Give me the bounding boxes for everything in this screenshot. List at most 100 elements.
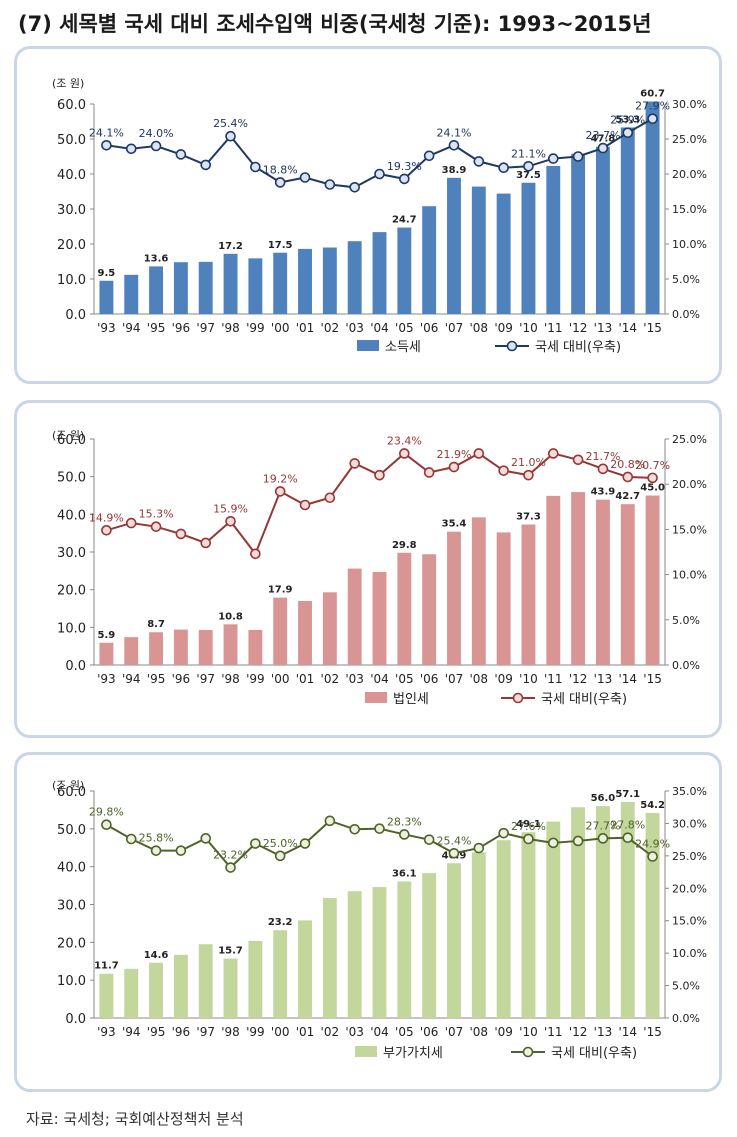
x-tick-label: '00 xyxy=(271,321,290,335)
bar xyxy=(620,801,635,1018)
x-tick-label: '03 xyxy=(345,1025,364,1039)
ratio-point xyxy=(175,528,187,540)
x-tick-label: '01 xyxy=(296,1025,315,1039)
x-tick-label: '96 xyxy=(172,321,191,335)
bar-value-label: 14.6 xyxy=(144,950,169,961)
ratio-value-label: 27.6% xyxy=(511,820,546,833)
ratio-point xyxy=(200,833,212,844)
ratio-value-label: 28.3% xyxy=(387,815,422,828)
x-tick-label: '09 xyxy=(494,1025,513,1039)
left-tick-label: 60.0 xyxy=(57,785,86,800)
bar xyxy=(645,812,660,1018)
vat-chart-panel: (조 원) 0.0 10.0 20.0 30.0 40.0 50.0 60.0 0.0% 5.0%… xyxy=(14,752,722,1092)
bar-value-label: 5.9 xyxy=(98,630,116,641)
x-tick-label: '01 xyxy=(296,672,315,686)
left-tick-label: 30.0 xyxy=(57,546,86,561)
unit-label: (조 원) xyxy=(52,429,84,442)
bar-value-label: 49.1 xyxy=(516,819,541,830)
bar xyxy=(248,629,263,665)
x-tick-label: '08 xyxy=(470,1025,489,1039)
ratio-point xyxy=(423,150,435,162)
bar xyxy=(124,274,139,314)
bar xyxy=(546,495,561,665)
bar xyxy=(173,954,188,1018)
ratio-point xyxy=(597,463,609,475)
ratio-value-label: 25.8% xyxy=(139,832,174,845)
bar xyxy=(447,531,461,665)
x-tick-label: '06 xyxy=(420,672,439,686)
ratio-value-label: 25.0% xyxy=(263,837,298,850)
ratio-point xyxy=(125,517,137,529)
bar xyxy=(521,524,536,665)
ratio-point xyxy=(299,838,311,849)
left-tick-label: 0.0 xyxy=(65,1012,86,1027)
bar-value-label: 45.0 xyxy=(640,483,665,494)
left-tick-label: 20.0 xyxy=(57,238,86,253)
bar xyxy=(546,165,561,314)
ratio-value-label: 18.8% xyxy=(263,163,298,176)
ratio-point xyxy=(498,827,509,839)
x-tick-label: '05 xyxy=(395,672,414,686)
ratio-point xyxy=(622,832,634,843)
ratio-point xyxy=(274,850,286,862)
x-tick-label: '01 xyxy=(296,321,315,335)
left-tick-label: 0.0 xyxy=(65,308,86,323)
bar xyxy=(595,499,610,665)
x-tick-label: '05 xyxy=(395,1025,414,1039)
bar xyxy=(595,806,610,1018)
x-tick-label: '15 xyxy=(643,1025,662,1039)
x-tick-label: '08 xyxy=(470,672,489,686)
x-tick-label: '93 xyxy=(97,672,116,686)
bar xyxy=(422,554,437,665)
x-tick-label: '04 xyxy=(370,1025,389,1039)
right-tick-label: 10.0% xyxy=(672,569,707,582)
x-tick-label: '09 xyxy=(494,321,513,335)
x-tick-label: '05 xyxy=(395,321,414,335)
bar xyxy=(521,182,536,314)
corporate-tax-chart: (조 원) 0.0 10.0 20.0 30.0 40.0 50.0 60.0 0.0% 5.0%… xyxy=(52,429,707,707)
ratio-value-label: 24.9% xyxy=(635,838,670,851)
x-tick-label: '93 xyxy=(97,1025,116,1039)
left-tick-label: 40.0 xyxy=(57,508,86,523)
bar-value-label: 15.7 xyxy=(218,946,243,957)
bar xyxy=(248,258,263,314)
right-tick-label: 0.0% xyxy=(672,1012,700,1025)
ratio-point xyxy=(399,448,410,459)
income-tax-chart-panel: (조 원) 0.0 10.0 20.0 30.0 40.0 50.0 60.0 0.0% 5.0%… xyxy=(14,46,722,384)
x-tick-label: '11 xyxy=(544,672,563,686)
bar xyxy=(322,898,337,1018)
ratio-point xyxy=(647,113,658,124)
bar-value-label: 29.8 xyxy=(392,540,417,551)
x-tick-label: '99 xyxy=(246,672,265,686)
ratio-point xyxy=(547,153,559,164)
bar xyxy=(372,887,387,1018)
ratio-point xyxy=(473,448,485,459)
x-tick-label: '94 xyxy=(122,1025,141,1039)
ratio-point xyxy=(374,168,385,180)
bar-value-label: 42.7 xyxy=(615,491,640,502)
ratio-value-label: 14.9% xyxy=(89,511,124,524)
right-tick-label: 10.0% xyxy=(672,947,707,960)
left-tick-label: 10.0 xyxy=(57,273,86,288)
left-tick-label: 40.0 xyxy=(57,168,86,183)
ratio-point xyxy=(473,156,485,167)
x-tick-label: '95 xyxy=(147,321,166,335)
bar-value-label: 57.1 xyxy=(615,789,640,800)
bar-value-label: 53.3 xyxy=(615,114,640,125)
bar-value-label: 60.7 xyxy=(640,89,665,100)
ratio-value-label: 24.1% xyxy=(89,126,124,139)
ratio-point xyxy=(274,177,286,188)
ratio-value-label: 23.2% xyxy=(213,849,248,862)
ratio-point xyxy=(101,525,112,536)
legend-line-label: 국세 대비(우축) xyxy=(541,692,627,707)
ratio-point xyxy=(498,465,509,476)
bar xyxy=(198,629,213,665)
legend-line-marker xyxy=(506,340,518,352)
ratio-point xyxy=(299,172,311,183)
ratio-point xyxy=(523,469,534,481)
ratio-point xyxy=(299,499,311,511)
bar xyxy=(571,492,586,665)
left-tick-label: 50.0 xyxy=(57,471,86,486)
bar xyxy=(273,597,288,665)
bar-value-label: 37.3 xyxy=(516,512,541,523)
